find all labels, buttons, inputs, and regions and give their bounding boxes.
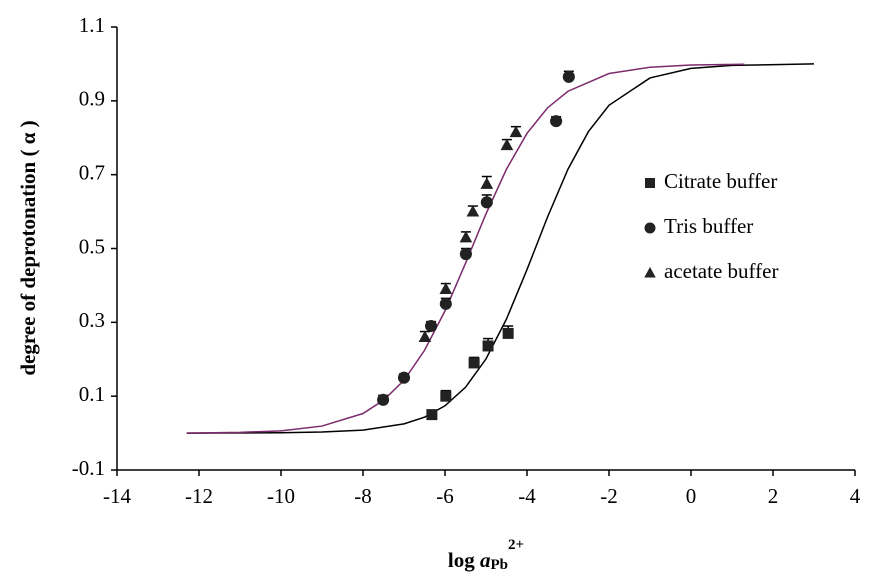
marker <box>500 138 514 151</box>
marker <box>550 115 563 128</box>
x-label-sub: Pb <box>491 557 509 573</box>
marker <box>466 204 480 217</box>
marker <box>468 357 480 369</box>
x-tick-label: 0 <box>686 484 697 508</box>
marker <box>509 125 523 138</box>
y-tick-label: 0.9 <box>79 87 105 111</box>
marker <box>377 393 390 406</box>
x-tick-label: 4 <box>850 484 861 508</box>
y-tick-label: 0.7 <box>79 160 105 184</box>
marker <box>459 230 473 243</box>
legend-label: Tris buffer <box>664 214 753 238</box>
x-tick-label: -14 <box>103 484 131 508</box>
marker <box>418 330 432 343</box>
marker <box>425 319 438 333</box>
x-tick-label: -12 <box>185 484 213 508</box>
y-tick-label: 1.1 <box>79 13 105 37</box>
legend-label: acetate buffer <box>664 259 778 283</box>
x-label-sup: 2+ <box>508 537 524 553</box>
legend-label: Citrate buffer <box>664 169 777 193</box>
x-label-text: log <box>448 548 480 572</box>
marker <box>439 297 452 310</box>
marker <box>397 371 411 384</box>
y-tick-label: 0.3 <box>79 308 105 332</box>
marker <box>645 178 655 188</box>
y-axis-label: degree of deprotonation ( α ) <box>16 120 40 375</box>
y-tick-label: 0.5 <box>79 234 105 258</box>
x-tick-label: 2 <box>768 484 779 508</box>
x-tick-label: -2 <box>600 484 618 508</box>
marker <box>644 267 656 278</box>
fit-curve <box>186 63 745 434</box>
y-tick-label: 0.1 <box>79 382 105 406</box>
x-tick-label: -4 <box>518 484 536 508</box>
marker <box>426 409 438 421</box>
marker <box>482 340 494 352</box>
marker <box>439 282 453 295</box>
marker <box>440 390 452 402</box>
fit-curve <box>186 63 815 434</box>
marker <box>562 70 575 83</box>
x-tick-label: -10 <box>267 484 295 508</box>
marker <box>480 177 494 189</box>
y-tick-label: -0.1 <box>72 456 105 480</box>
x-tick-label: -8 <box>354 484 372 508</box>
x-label-italic: a <box>480 548 491 572</box>
marker <box>459 247 472 261</box>
x-tick-label: -6 <box>436 484 454 508</box>
marker <box>480 196 493 209</box>
x-axis-label: log aPb 2+ <box>448 537 524 573</box>
marker <box>644 222 656 234</box>
marker <box>502 327 514 339</box>
